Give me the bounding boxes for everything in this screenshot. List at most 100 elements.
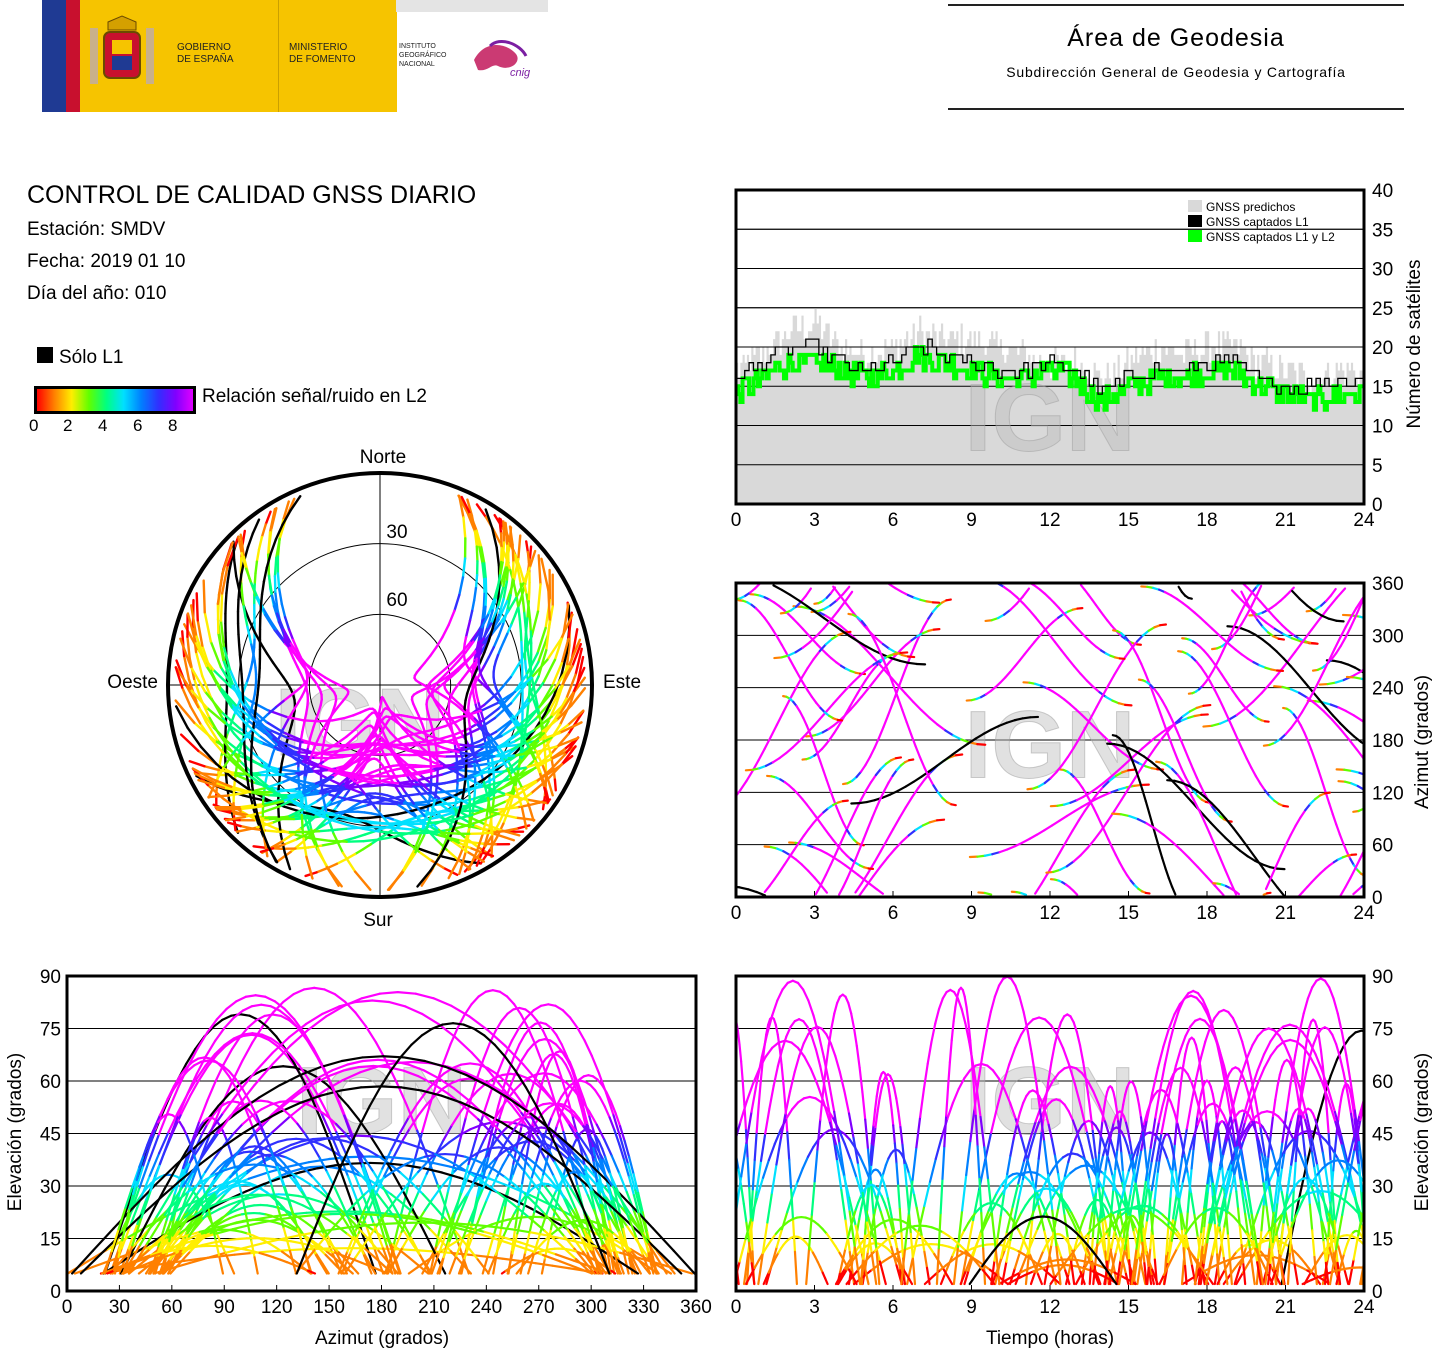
elev-az-track-segment <box>486 1124 495 1150</box>
satellite-track-segment <box>450 660 460 670</box>
elev-az-track-segment <box>224 1181 238 1196</box>
azimuth-track-segment <box>894 756 903 760</box>
elev-az-track-segment <box>163 1168 177 1191</box>
azimuth-track-segment <box>1397 701 1404 708</box>
l1-only-label: Sólo L1 <box>59 347 124 368</box>
satellite-track-segment <box>401 725 411 733</box>
azimuth-track-segment <box>1157 693 1164 702</box>
azimuth-track-segment <box>1056 803 1066 807</box>
satellite-track-segment <box>463 721 467 733</box>
y-tick-label: 360 <box>1372 574 1404 595</box>
elev-az-track-segment <box>432 1082 450 1095</box>
satellite-track-segment <box>492 529 502 545</box>
azimuth-track-segment <box>1331 812 1338 826</box>
elev-az-track-segment <box>422 1069 440 1080</box>
elev-az-track-segment <box>138 1238 159 1252</box>
satellite-track-segment <box>462 516 467 540</box>
elev-az-track-segment <box>479 1199 488 1216</box>
azimuth-track-segment <box>1269 865 1277 879</box>
satellite-track-segment <box>521 592 525 605</box>
satellite-track-segment <box>505 544 509 569</box>
azimuth-track-segment <box>855 695 863 705</box>
y-tick-label: 5 <box>1372 456 1383 477</box>
azimuth-track-segment <box>871 674 880 684</box>
azimuth-track-segment <box>836 719 844 729</box>
satellite-track-segment <box>416 869 432 888</box>
satellite-track-segment <box>332 819 350 827</box>
satellite-track-segment <box>353 833 367 839</box>
satellite-track-segment <box>219 592 224 622</box>
azimuth-track-segment <box>1004 670 1012 679</box>
satellite-track-segment <box>221 751 238 767</box>
elev-az-track-segment <box>490 1174 499 1189</box>
satellite-track-segment <box>350 742 363 746</box>
azimuth-track-segment <box>1387 870 1395 872</box>
elev-az-track-segment <box>440 1190 450 1220</box>
elev-az-track-segment <box>211 1195 219 1203</box>
azimuth-track-segment <box>874 640 881 653</box>
azimuth-track-segment <box>1349 858 1356 867</box>
elev-az-track-segment <box>616 1200 622 1217</box>
satellite-track-segment <box>517 534 522 561</box>
azimuth-track-segment <box>1163 591 1172 597</box>
satellite-track-segment <box>234 763 251 778</box>
satellite-track-segment <box>468 846 483 854</box>
elev-az-track-segment <box>490 1220 502 1226</box>
satellite-track-segment <box>353 826 365 830</box>
azimuth-track-segment <box>1261 625 1270 634</box>
satellite-track-segment <box>446 831 460 835</box>
y-tick-label: 0 <box>50 1282 61 1303</box>
satellite-track-segment <box>526 675 540 701</box>
satellite-track-segment <box>391 818 402 824</box>
azimuth-track-segment <box>1288 586 1295 594</box>
elev-az-track-segment <box>449 1239 460 1247</box>
area-title: Área de Geodesia <box>1067 24 1285 52</box>
satellite-track-segment <box>464 747 484 760</box>
satellite-track-segment <box>471 807 490 816</box>
azimuth-track-segment <box>879 762 888 770</box>
azimuth-track-segment <box>864 673 871 682</box>
azimuth-track-segment <box>858 800 868 805</box>
elev-az-track-segment <box>267 1038 279 1048</box>
elev-az-track-segment <box>216 1161 226 1170</box>
elev-az-track-segment <box>320 1263 328 1275</box>
satellite-track-segment <box>259 847 275 854</box>
azimuth-track-segment <box>1134 766 1144 780</box>
azimuth-track-segment <box>1435 821 1443 827</box>
cnig-text: cnig <box>510 67 531 79</box>
azimuth-track-segment <box>1088 787 1098 794</box>
satellite-track-segment <box>346 750 360 764</box>
satellite-track-segment <box>261 800 285 808</box>
azimuth-track-segment <box>739 780 748 792</box>
satellite-track-segment <box>230 742 242 757</box>
satellite-track-segment <box>237 633 241 647</box>
azimuth-track-segment <box>1058 865 1068 871</box>
elev-az-track-segment <box>354 1011 367 1028</box>
azimuth-track-segment <box>1169 594 1178 600</box>
azimuth-track-segment <box>854 881 863 894</box>
skyplot-chart: IGN Norte Sur Este Oeste 30 60 <box>107 447 641 931</box>
azimuth-track-segment <box>1113 798 1123 812</box>
satellite-track-segment <box>486 796 493 818</box>
elev-az-track-segment <box>632 1258 642 1275</box>
azimuth-track-segment <box>1422 854 1428 862</box>
azimuth-track-segment <box>1132 646 1139 657</box>
elev-az-track-segment <box>437 1077 456 1090</box>
azimuth-track-segment <box>1188 706 1198 713</box>
azimuth-track-segment <box>1407 815 1415 824</box>
satellite-track-segment <box>246 532 255 549</box>
azimuth-track-segment <box>1081 786 1088 795</box>
satellite-track-segment <box>179 733 200 753</box>
elev-az-track-segment <box>603 1186 624 1210</box>
azimuth-track-segment <box>883 660 890 675</box>
elev-az-track-segment <box>619 1260 640 1275</box>
satellite-track-segment <box>496 586 505 608</box>
azimuth-track-segment <box>982 728 993 735</box>
satellite-track-segment <box>397 832 410 844</box>
satellite-track-segment <box>210 737 225 755</box>
azimuth-track-segment <box>1317 769 1324 783</box>
elev-az-track-segment <box>184 1200 194 1214</box>
azimuth-track-segment <box>1057 694 1066 701</box>
satellite-track-segment <box>403 790 416 805</box>
azimuth-track-segment <box>1115 746 1124 754</box>
